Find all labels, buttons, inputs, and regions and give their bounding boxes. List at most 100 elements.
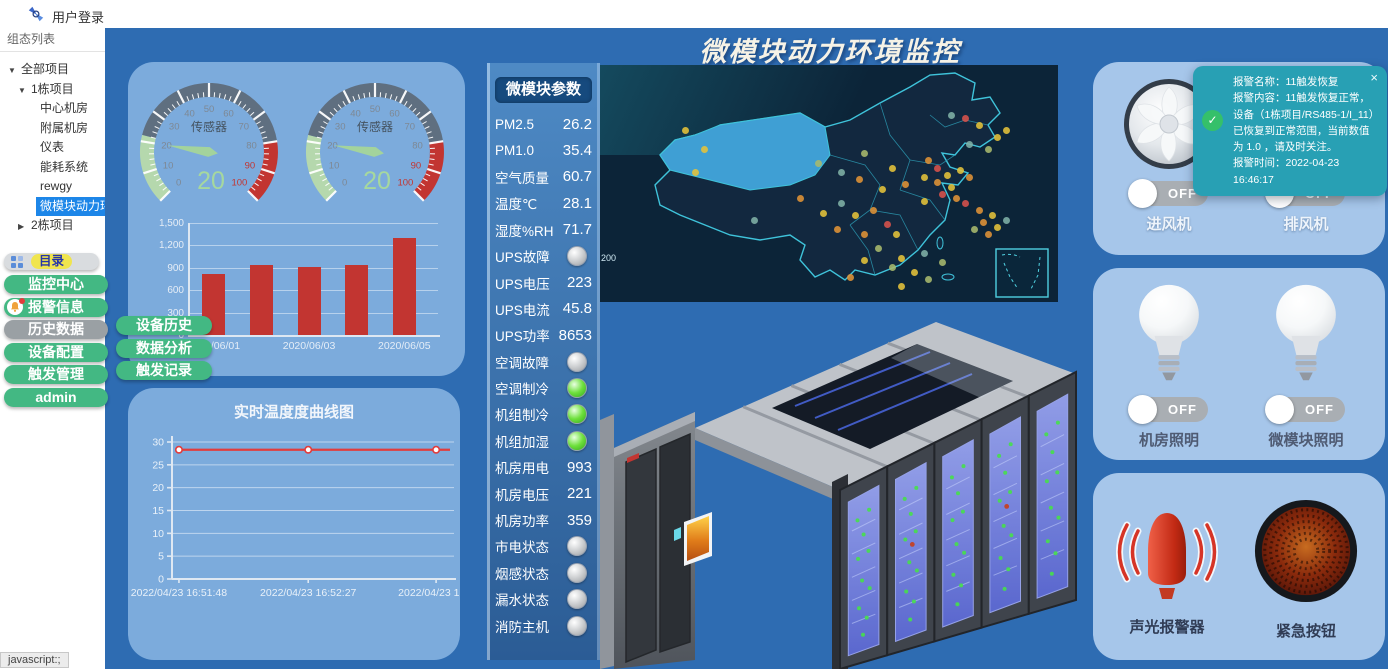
tree-expand-icon[interactable]: ▼: [8, 66, 16, 75]
room-light-bulb-icon[interactable]: [1127, 282, 1211, 391]
emergency-button-icon[interactable]: [1252, 497, 1360, 610]
svg-text:60: 60: [389, 109, 400, 120]
map-dot: [883, 221, 891, 229]
menu-item-历史数据[interactable]: 历史数据: [4, 320, 108, 339]
map-dot: [682, 126, 690, 134]
map-dot: [920, 197, 928, 205]
menu-item-label: 报警信息: [28, 298, 84, 315]
map-dot: [888, 164, 896, 172]
svg-text:100: 100: [397, 177, 413, 188]
china-map: 200: [600, 65, 1058, 302]
tree-item-全部项目[interactable]: ▼ 全部项目: [0, 60, 105, 80]
menu-item-触发管理[interactable]: 触发管理: [4, 365, 108, 384]
rack-left-door: [625, 447, 657, 664]
bell-icon: [7, 298, 25, 315]
menu-item-directory[interactable]: 目录: [4, 253, 99, 270]
tree-item-中心机房[interactable]: 中心机房: [0, 99, 105, 119]
status-indicator: [567, 404, 587, 425]
bar-xtick-label: 2020/06/03: [282, 340, 336, 352]
tree-item-能耗系统[interactable]: 能耗系统: [0, 158, 105, 178]
tree-item-仪表[interactable]: 仪表: [0, 138, 105, 158]
room-light-toggle[interactable]: OFF: [1128, 395, 1208, 424]
param-label: 烟感状态: [495, 566, 549, 582]
room-light-label: 机房照明: [1138, 432, 1199, 449]
rack-roof-edge: [695, 428, 840, 502]
tree-item-2栋项目[interactable]: ▶ 2栋项目: [0, 216, 105, 236]
toggle-state-label: OFF: [1168, 402, 1197, 417]
tree-collapse-icon[interactable]: ▶: [18, 222, 25, 231]
svg-text:20: 20: [152, 482, 164, 494]
toggle-state-label: OFF: [1168, 186, 1197, 201]
bar-ytick-label: 1,200: [158, 240, 184, 252]
check-icon: ✓: [1202, 110, 1223, 131]
svg-text:40: 40: [350, 109, 361, 120]
param-label: 空气质量: [495, 170, 549, 186]
tree-item-1栋项目[interactable]: ▼ 1栋项目: [0, 80, 105, 100]
param-row: 空气质量 60.7: [490, 164, 597, 190]
map-dot: [934, 178, 942, 186]
toggle-knob: [1128, 395, 1157, 424]
rack-left-slab: [600, 414, 614, 669]
param-label: PM1.0: [495, 143, 535, 159]
rack-skylight-leds: [794, 351, 973, 431]
map-dot: [984, 230, 992, 238]
tree-item-附属机房[interactable]: 附属机房: [0, 119, 105, 139]
map-dot: [984, 145, 992, 153]
toggle-state-label: OFF: [1305, 402, 1334, 417]
svg-text:传感器: 传感器: [357, 119, 393, 134]
param-rows: PM2.5 26.2 PM1.0 35.4 空气质量 60.7 温度℃ 28.1 湿度%RH 71…: [490, 111, 597, 639]
module-light-bulb-icon[interactable]: [1264, 282, 1348, 391]
menu-item-监控中心[interactable]: 监控中心: [4, 275, 108, 294]
map-dot: [819, 209, 827, 217]
user-login-link[interactable]: 用户登录: [52, 10, 105, 25]
menu-item-label: 设备配置: [28, 343, 84, 360]
param-label: 空调制冷: [495, 382, 549, 398]
xinjiang-region: [659, 112, 831, 191]
menu-item-设备配置[interactable]: 设备配置: [4, 342, 108, 362]
map-dot: [815, 159, 823, 167]
param-row: 机组加湿: [490, 428, 597, 454]
svg-text:50: 50: [204, 104, 215, 115]
bar-x-axis: [188, 335, 440, 337]
menu-item-label: 目录: [30, 254, 72, 269]
map-dot: [897, 283, 905, 291]
bar: [297, 267, 321, 335]
param-label: 机房用电: [495, 461, 549, 477]
param-value: 71.7: [562, 221, 592, 239]
svg-text:10: 10: [163, 160, 174, 171]
svg-text:40: 40: [184, 109, 195, 120]
gauge-chart-right: 010 20 30 40 50 60 70 80 90 100 传感器 20: [306, 83, 444, 202]
map-dot: [920, 174, 928, 182]
map-dot: [856, 176, 864, 184]
submenu-item-数据分析[interactable]: 数据分析: [116, 338, 212, 358]
map-dot: [838, 169, 846, 177]
param-value: 223: [566, 274, 592, 292]
top-bar: 用户登录: [0, 0, 1388, 28]
menu-item-label: admin: [35, 388, 77, 405]
close-icon[interactable]: ×: [1370, 70, 1378, 85]
page-title: 微模块动力环境监控: [699, 37, 961, 67]
tree-item-微模块动力环境[interactable]: 微模块动力环境: [36, 196, 105, 216]
intake-fan-icon[interactable]: [1123, 78, 1215, 175]
menu-item-报警信息[interactable]: 报警信息: [4, 297, 108, 317]
siren-label: 声光报警器: [1129, 619, 1205, 636]
menu-item-admin[interactable]: admin: [4, 387, 108, 407]
tree-item-label: 仪表: [40, 140, 65, 154]
submenu-item-触发记录[interactable]: 触发记录: [116, 361, 212, 380]
intake-fan-toggle[interactable]: OFF: [1128, 179, 1208, 208]
submenu-item-设备历史[interactable]: 设备历史: [116, 316, 212, 335]
bar: [249, 264, 273, 335]
siren-card: 声光报警器: [1106, 501, 1228, 637]
module-light-toggle[interactable]: OFF: [1265, 395, 1345, 424]
param-label: 机房电压: [495, 487, 549, 503]
tree-expand-icon[interactable]: ▼: [18, 85, 26, 95]
param-label: 机组制冷: [495, 408, 549, 424]
bar-gridline: [190, 223, 438, 224]
lights-panel: OFF 机房照明 OFF 微模块照明: [1093, 268, 1385, 460]
tree-item-rewgy[interactable]: rewgy: [0, 177, 105, 197]
alert-toast: ✓ × 报警名称：11触发恢复 报警内容：11触发恢复正常，设备（1栋项目/RS…: [1193, 66, 1387, 196]
map-dot: [975, 121, 983, 129]
sound-light-alarm-icon[interactable]: [1107, 501, 1227, 610]
